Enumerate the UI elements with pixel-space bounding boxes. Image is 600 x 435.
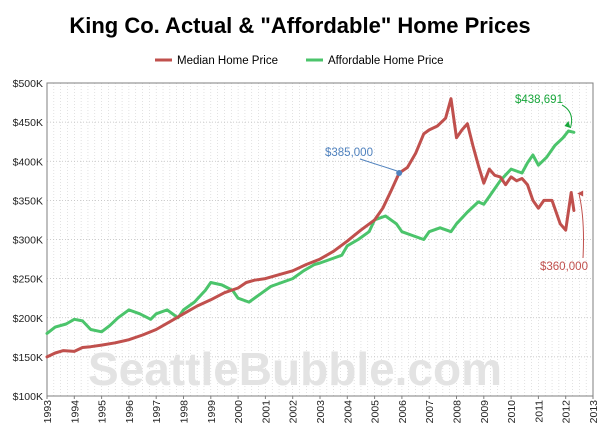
x-tick-label: 2002 bbox=[288, 400, 300, 424]
annotation-arrowhead bbox=[577, 190, 584, 197]
y-tick-label: $400K bbox=[13, 156, 43, 168]
x-tick-label: 1995 bbox=[97, 400, 109, 424]
y-tick-label: $450K bbox=[13, 117, 43, 129]
x-tick-label: 2009 bbox=[479, 400, 491, 424]
annotations-layer: $385,000 $438,691 $360,000 bbox=[325, 94, 588, 273]
x-tick-label: 2003 bbox=[315, 400, 327, 424]
y-tick-label: $200K bbox=[13, 313, 43, 325]
annotation-label: $385,000 bbox=[325, 147, 373, 159]
x-tick-label: 2010 bbox=[506, 400, 518, 424]
x-tick-label: 1997 bbox=[151, 400, 163, 424]
y-tick-label: $100K bbox=[13, 391, 43, 403]
x-tick-label: 2008 bbox=[452, 400, 464, 424]
annotation-point bbox=[396, 169, 403, 176]
x-tick-label: 2005 bbox=[370, 400, 382, 424]
annotation-arrow bbox=[578, 194, 585, 259]
y-tick-label: $350K bbox=[13, 195, 43, 207]
x-tick-label: 1996 bbox=[124, 400, 136, 424]
x-tick-label: 2013 bbox=[588, 400, 600, 424]
x-tick-label: 2004 bbox=[342, 400, 354, 424]
x-tick-label: 1998 bbox=[179, 400, 191, 424]
watermark: SeattleBubble.com bbox=[88, 343, 502, 395]
x-tick-label: 1994 bbox=[69, 400, 81, 424]
annotation-arrowhead bbox=[564, 120, 571, 128]
legend-label-affordable: Affordable Home Price bbox=[328, 55, 443, 67]
y-tick-label: $500K bbox=[13, 78, 43, 90]
chart-title: King Co. Actual & "Affordable" Home Pric… bbox=[69, 13, 530, 38]
axes: $100K $150K $200K $250K $300K $350K $400K $450K… bbox=[13, 78, 600, 423]
y-tick-label: $150K bbox=[13, 352, 43, 364]
y-tick-label: $300K bbox=[13, 235, 43, 247]
annotation-label: $438,691 bbox=[515, 94, 563, 106]
x-tick-label: 2007 bbox=[424, 400, 436, 424]
x-tick-label: 2001 bbox=[260, 400, 272, 424]
x-tick-label: 1999 bbox=[206, 400, 218, 424]
y-tick-label: $250K bbox=[13, 274, 43, 286]
x-tick-label: 1993 bbox=[42, 400, 54, 424]
annotation-arrow bbox=[561, 104, 573, 129]
median-home-price-line bbox=[45, 97, 576, 359]
legend: Median Home Price Affordable Home Price bbox=[155, 55, 443, 67]
x-tick-label: 2006 bbox=[397, 400, 409, 424]
legend-label-median: Median Home Price bbox=[177, 55, 278, 67]
annotation-leader-line bbox=[359, 158, 398, 172]
annotation-label: $360,000 bbox=[540, 261, 588, 273]
x-tick-label: 2011 bbox=[533, 400, 545, 423]
series-layer bbox=[45, 97, 576, 359]
x-tick-label: 2012 bbox=[561, 400, 573, 424]
x-tick-label: 2000 bbox=[233, 400, 245, 424]
